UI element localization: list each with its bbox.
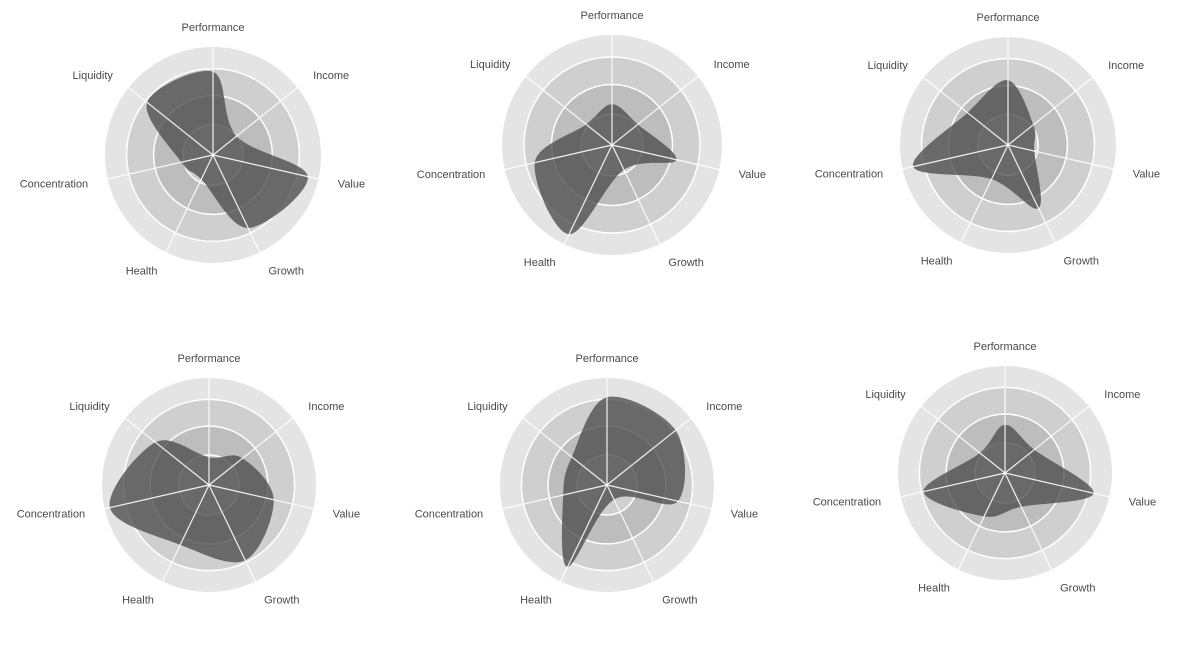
axis-label-liquidity: Liquidity xyxy=(868,60,909,72)
axis-label-liquidity: Liquidity xyxy=(865,389,906,401)
axis-label-liquidity: Liquidity xyxy=(69,401,110,413)
axis-label-income: Income xyxy=(1104,389,1140,401)
axis-label-value: Value xyxy=(739,169,766,181)
axis-label-liquidity: Liquidity xyxy=(470,59,511,71)
radar-shape xyxy=(146,70,308,229)
radar-chart-4: Performance Income Value Growth Health Concen… xyxy=(17,353,360,606)
radar-chart-3: Performance Income Value Growth Health Concen… xyxy=(815,12,1160,267)
radar-shape xyxy=(109,440,274,563)
radar-spoke xyxy=(107,154,214,180)
axis-label-performance: Performance xyxy=(974,341,1037,353)
axis-label-health: Health xyxy=(122,594,154,606)
axis-label-concentration: Concentration xyxy=(813,496,882,508)
radar-spoke xyxy=(958,472,1006,570)
radar-shape xyxy=(912,80,1041,209)
radar-spoke xyxy=(212,87,298,156)
radar-spoke xyxy=(1004,472,1110,498)
axis-label-health: Health xyxy=(918,582,950,594)
radar-spoke xyxy=(611,144,720,171)
axis-label-income: Income xyxy=(308,401,344,413)
axis-label-growth: Growth xyxy=(264,594,299,606)
radar-spoke xyxy=(522,417,608,486)
axis-label-performance: Performance xyxy=(182,22,245,34)
radar-spoke xyxy=(162,484,210,582)
axis-label-health: Health xyxy=(520,594,552,606)
radar-spoke xyxy=(212,154,261,253)
axis-label-concentration: Concentration xyxy=(815,169,884,181)
axis-label-performance: Performance xyxy=(178,353,241,365)
radar-spoke xyxy=(1007,144,1056,243)
radar-spoke xyxy=(1007,77,1093,146)
radar-spoke xyxy=(606,484,654,582)
radar-spoke xyxy=(902,144,1009,170)
axis-label-growth: Growth xyxy=(269,265,304,277)
radar-spoke xyxy=(920,405,1006,474)
axis-label-health: Health xyxy=(126,265,158,277)
radar-spoke xyxy=(563,144,613,245)
axis-label-health: Health xyxy=(921,255,953,267)
axis-label-concentration: Concentration xyxy=(415,508,484,520)
radar-spoke xyxy=(1004,472,1052,570)
axis-label-growth: Growth xyxy=(1060,582,1095,594)
radar-spoke xyxy=(525,75,613,146)
radar-spoke xyxy=(104,484,210,510)
radar-spoke xyxy=(1007,144,1114,170)
radar-chart-5: Performance Income Value Growth Health Concen… xyxy=(415,353,758,606)
radar-spoke xyxy=(504,144,613,171)
radar-chart-6: Performance Income Value Growth Health Concen… xyxy=(813,341,1156,594)
radar-shape xyxy=(534,104,677,235)
radar-spoke xyxy=(611,144,661,245)
axis-label-concentration: Concentration xyxy=(20,179,89,191)
radar-spoke xyxy=(208,484,256,582)
axis-label-liquidity: Liquidity xyxy=(73,70,114,82)
axis-label-income: Income xyxy=(1108,60,1144,72)
axis-label-performance: Performance xyxy=(581,10,644,22)
radar-spoke xyxy=(124,417,210,486)
axis-label-growth: Growth xyxy=(662,594,697,606)
radar-spoke xyxy=(560,484,608,582)
radar-spoke xyxy=(165,154,214,253)
radar-spoke xyxy=(208,417,294,486)
radar-spoke xyxy=(212,154,319,180)
axis-label-value: Value xyxy=(338,179,365,191)
radar-spoke xyxy=(611,75,699,146)
radar-spoke xyxy=(502,484,608,510)
axis-label-income: Income xyxy=(714,59,750,71)
radar-chart-1: Performance Income Value Growth Health Concen… xyxy=(20,22,365,277)
axis-label-health: Health xyxy=(524,257,556,269)
axis-label-performance: Performance xyxy=(576,353,639,365)
axis-label-concentration: Concentration xyxy=(17,508,86,520)
radar-spoke xyxy=(606,417,692,486)
axis-label-value: Value xyxy=(1129,496,1156,508)
axis-label-growth: Growth xyxy=(668,257,703,269)
axis-label-value: Value xyxy=(731,508,758,520)
axis-label-growth: Growth xyxy=(1064,255,1099,267)
radar-spoke xyxy=(208,484,314,510)
radar-spoke xyxy=(923,77,1009,146)
radar-spoke xyxy=(128,87,214,156)
axis-label-performance: Performance xyxy=(977,12,1040,24)
axis-label-income: Income xyxy=(706,401,742,413)
axis-label-value: Value xyxy=(333,508,360,520)
axis-label-value: Value xyxy=(1133,169,1160,181)
radar-chart-2: Performance Income Value Growth Health Concen… xyxy=(417,10,766,269)
axis-label-income: Income xyxy=(313,70,349,82)
radar-shape xyxy=(923,424,1094,517)
radar-shape xyxy=(561,396,686,567)
radar-spoke xyxy=(900,472,1006,498)
radar-spoke xyxy=(1004,405,1090,474)
axis-label-liquidity: Liquidity xyxy=(467,401,508,413)
radar-spoke xyxy=(606,484,712,510)
axis-label-concentration: Concentration xyxy=(417,169,486,181)
radar-spoke xyxy=(960,144,1009,243)
